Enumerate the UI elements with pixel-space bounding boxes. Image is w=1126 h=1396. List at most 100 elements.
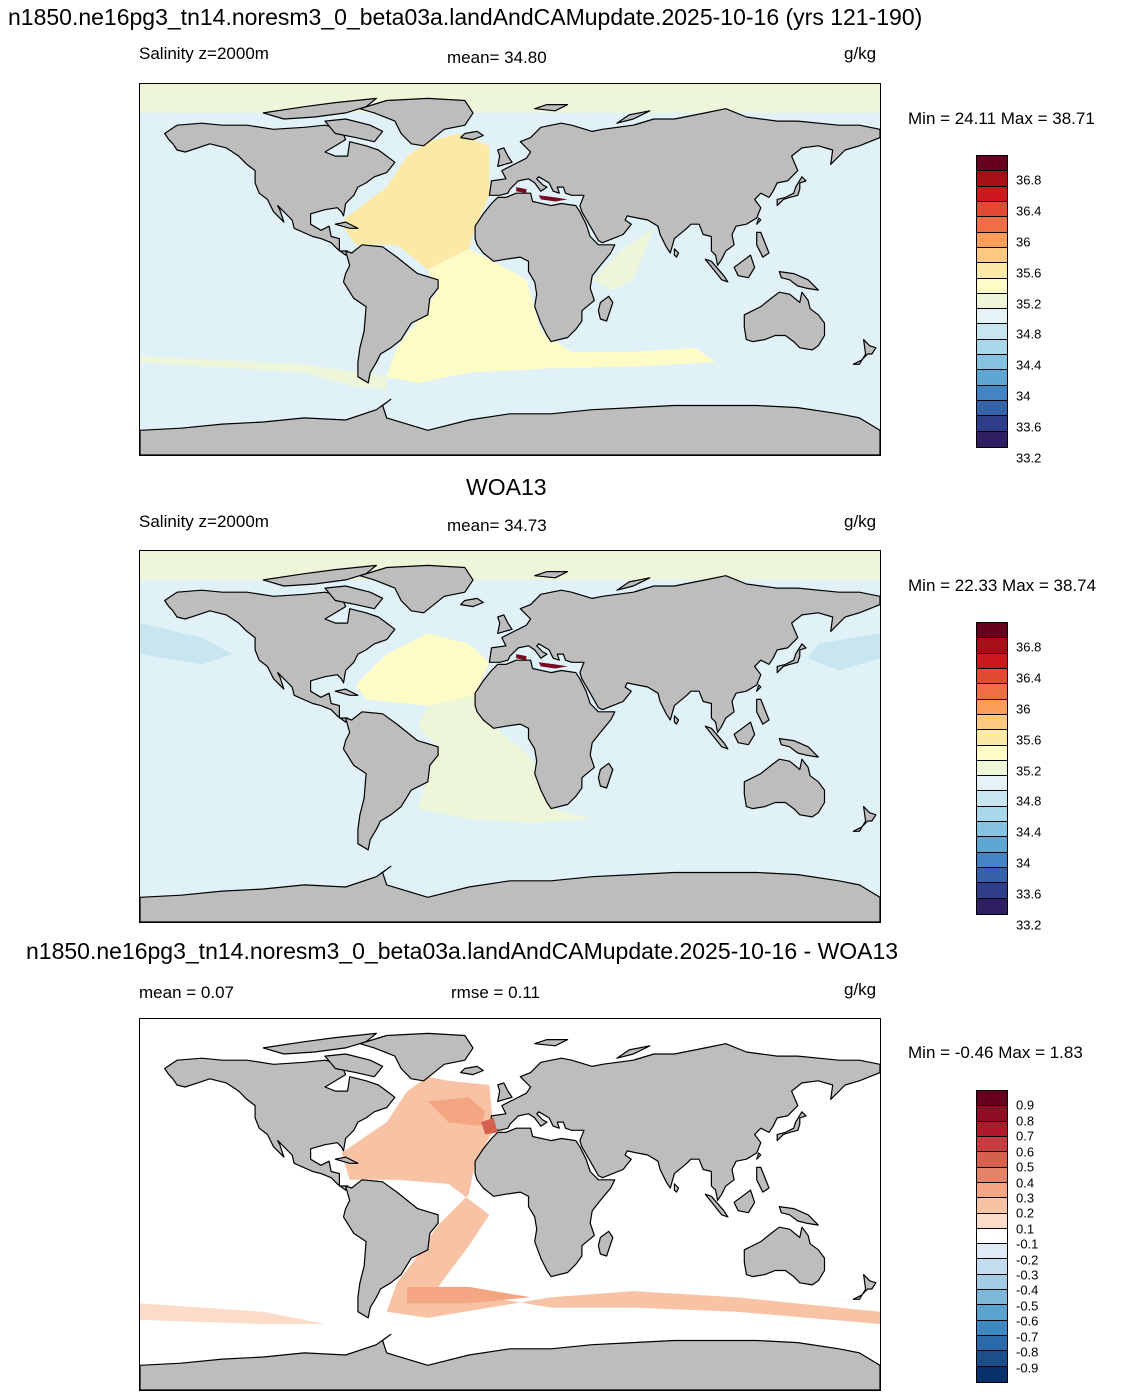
panel2-map [139,550,881,923]
colorbar-tick-label: 34 [1016,855,1031,871]
colorbar-swatch [977,401,1007,417]
colorbar-swatch [977,431,1007,447]
colorbar-swatch [977,1106,1007,1122]
colorbar-swatch [977,324,1007,340]
panel3-minmax: Min = -0.46 Max = 1.83 [908,1043,1083,1062]
colorbar-swatch [977,201,1007,218]
colorbar-tick-label: 0.7 [1016,1128,1035,1144]
land-japan [776,643,807,674]
panel3-map-svg [140,1019,880,1390]
arctic-ocean-band [140,84,880,113]
colorbar-swatch [977,653,1007,669]
land-borneo [733,1189,756,1214]
land-australia [743,1226,826,1286]
colorbar-tick-label: -0.2 [1016,1252,1039,1268]
colorbar-swatch [977,745,1007,761]
colorbar-swatch [977,806,1007,823]
colorbar-tick-label: 34 [1016,388,1031,404]
colorbar-tick-label: 0.2 [1016,1205,1035,1221]
land-southAmerica [342,244,439,384]
colorbar-tick-label: 34.4 [1016,357,1042,373]
colorbar-swatch [977,1366,1007,1382]
strong-diff-region-north [427,1097,486,1127]
panel1-units: g/kg [844,44,877,63]
land-africa [474,659,616,810]
colorbar-swatch [977,156,1007,172]
land-eurasia [488,1043,880,1201]
colorbar-swatch [977,791,1007,807]
land-sumatra [704,258,729,283]
land-antarctica [140,1333,880,1390]
colorbar-tick-label: 0.8 [1016,1113,1035,1129]
panel2-units: g/kg [844,512,877,531]
colorbar-tick-label: 0.1 [1016,1221,1035,1237]
colorbar-tick-label: 35.2 [1016,296,1042,311]
colorbar-swatch [977,1274,1007,1291]
colorbar-swatch [977,293,1007,310]
colorbar-tick-label: 36.8 [1016,172,1042,188]
land-sriLanka [673,1183,680,1193]
land-svalbard [534,571,569,579]
panel3-map [139,1018,881,1391]
colorbar-tick-label: 34.4 [1016,824,1042,840]
panel3-title: n1850.ne16pg3_tn14.noresm3_0_beta03a.lan… [26,938,899,964]
land-arcticIslands [262,564,377,587]
panel2-map-svg [140,551,880,922]
panel1-minmax: Min = 24.11 Max = 38.71 [908,109,1095,128]
land-iceland [460,1065,484,1076]
land-arcticIslands [262,1032,377,1055]
colorbar-swatch [977,217,1007,233]
colorbar-tick-label: 0.4 [1016,1175,1035,1191]
colorbar-tick-label: 34.8 [1016,326,1042,342]
land-northAmerica [164,1057,396,1191]
mediterranean-spot-east [538,662,568,669]
colorbar-swatch [977,1351,1007,1367]
land-philippines [756,1166,770,1193]
colorbar-tick-label: 0.6 [1016,1144,1035,1160]
colorbar-swatch [977,232,1007,248]
colorbar-tick-label: 36.8 [1016,639,1042,655]
land-baffin [324,585,384,610]
colorbar-swatch [977,776,1007,792]
colorbar-tick-label: -0.5 [1016,1298,1039,1314]
colorbar-swatch [977,1228,1007,1245]
mediterranean-spot-east [538,195,568,202]
land-southAmerica [342,711,439,851]
land-borneo [733,254,756,279]
land-australia [743,291,826,351]
colorbar-swatch [977,1336,1007,1352]
land-novaya [616,1045,651,1059]
land-newZealand [852,1274,877,1300]
colorbar-tick-label: 36.4 [1016,670,1042,686]
panel1-title: n1850.ne16pg3_tn14.noresm3_0_beta03a.lan… [8,4,923,30]
colorbar-tick-label: 33.6 [1016,886,1042,902]
colorbar-swatch [977,822,1007,838]
colorbar-swatch [977,868,1007,884]
panel1-map-svg [140,84,880,455]
land-eurasia [488,108,880,266]
colorbar-tick-label: 33.2 [1016,917,1042,933]
colorbar-tick-label: 33.2 [1016,450,1042,466]
panel1-field-label: Salinity z=2000m [139,44,269,63]
panel2-title: WOA13 [466,474,547,500]
land-northAmerica [164,122,396,256]
colorbar-swatch [977,638,1007,654]
colorbar-swatch [977,1244,1007,1260]
south-atlantic-anomaly [417,695,593,824]
southern-ocean-band [140,356,387,389]
colorbar-swatch [977,1213,1007,1229]
land-sumatra [704,725,729,750]
colorbar-swatch [977,1305,1007,1321]
panel3-colorbar [976,1090,1008,1383]
land-antarctica [140,398,880,455]
panel1-mean-label: mean= 34.80 [447,48,547,67]
colorbar-swatch [977,837,1007,853]
arctic-ocean-band [140,551,880,580]
land-svalbard [534,104,569,112]
southern-ocean-diff [140,1303,325,1324]
colorbar-tick-label: 0.9 [1016,1097,1035,1113]
land-arcticIslands [262,97,377,120]
colorbar-tick-label: 35.6 [1016,732,1042,748]
land-northAmerica [164,589,396,723]
land-baffin [324,1053,384,1078]
